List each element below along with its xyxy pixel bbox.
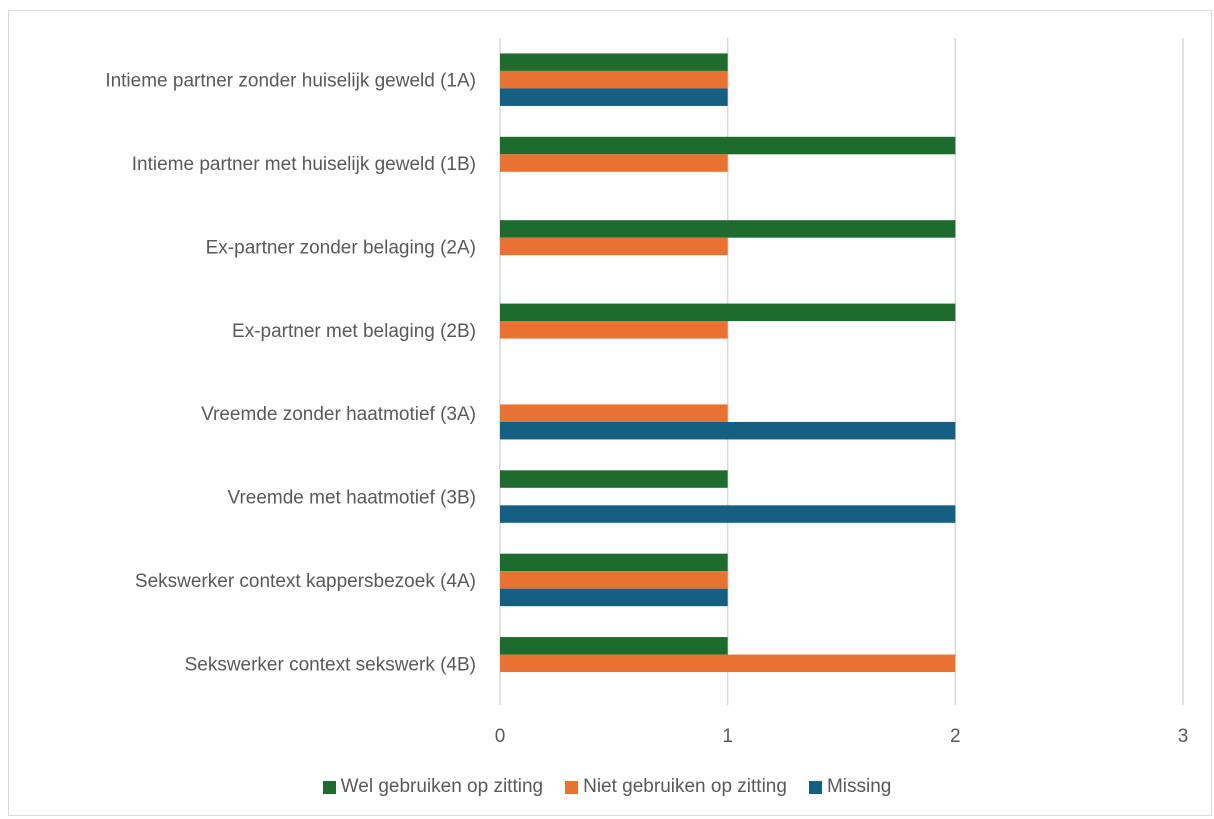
category-label-5: Vreemde met haatmotief (3B) (227, 488, 476, 509)
legend: Wel gebruiken op zitting Niet gebruiken … (0, 776, 1214, 798)
x-tick-label-1: 1 (722, 726, 733, 747)
category-label-7: Sekswerker context sekswerk (4B) (185, 654, 476, 675)
legend-swatch-wel (322, 780, 336, 794)
bar-missing-4 (500, 421, 956, 440)
legend-item-wel: Wel gebruiken op zitting (322, 776, 544, 798)
legend-label-missing: Missing (826, 776, 892, 797)
category-label-6: Sekswerker context kappersbezoek (4A) (135, 571, 476, 592)
bar-wel-6 (500, 553, 728, 572)
x-tick-label-3: 3 (1178, 726, 1189, 747)
bar-niet-2 (500, 237, 728, 256)
legend-label-wel: Wel gebruiken op zitting (340, 776, 544, 797)
bar-niet-7 (500, 654, 956, 673)
category-label-3: Ex-partner met belaging (2B) (232, 321, 476, 342)
legend-swatch-missing (808, 780, 822, 794)
bar-niet-1 (500, 154, 728, 172)
bar-wel-3 (500, 303, 956, 322)
x-tick-label-0: 0 (495, 726, 506, 747)
bar-niet-4 (500, 404, 728, 422)
bar-missing-6 (500, 588, 728, 607)
category-label-2: Ex-partner zonder belaging (2A) (206, 237, 476, 258)
category-label-0: Intieme partner zonder huiselijk geweld … (105, 71, 476, 92)
bar-wel-2 (500, 220, 956, 238)
x-tick-label-2: 2 (950, 726, 961, 747)
legend-item-missing: Missing (808, 776, 892, 798)
bar-wel-5 (500, 470, 728, 488)
bar-niet-6 (500, 571, 728, 589)
bar-wel-0 (500, 53, 728, 71)
bar-wel-1 (500, 136, 956, 155)
legend-item-niet: Niet gebruiken op zitting (565, 776, 787, 798)
bar-wel-7 (500, 637, 728, 655)
bar-missing-5 (500, 505, 956, 523)
legend-swatch-niet (565, 780, 579, 794)
bar-niet-0 (500, 70, 728, 89)
bar-missing-0 (500, 88, 728, 106)
category-label-1: Intieme partner met huiselijk geweld (1B… (132, 154, 476, 175)
bar-niet-3 (500, 321, 728, 339)
legend-label-niet: Niet gebruiken op zitting (583, 776, 787, 797)
category-label-4: Vreemde zonder haatmotief (3A) (201, 404, 476, 425)
